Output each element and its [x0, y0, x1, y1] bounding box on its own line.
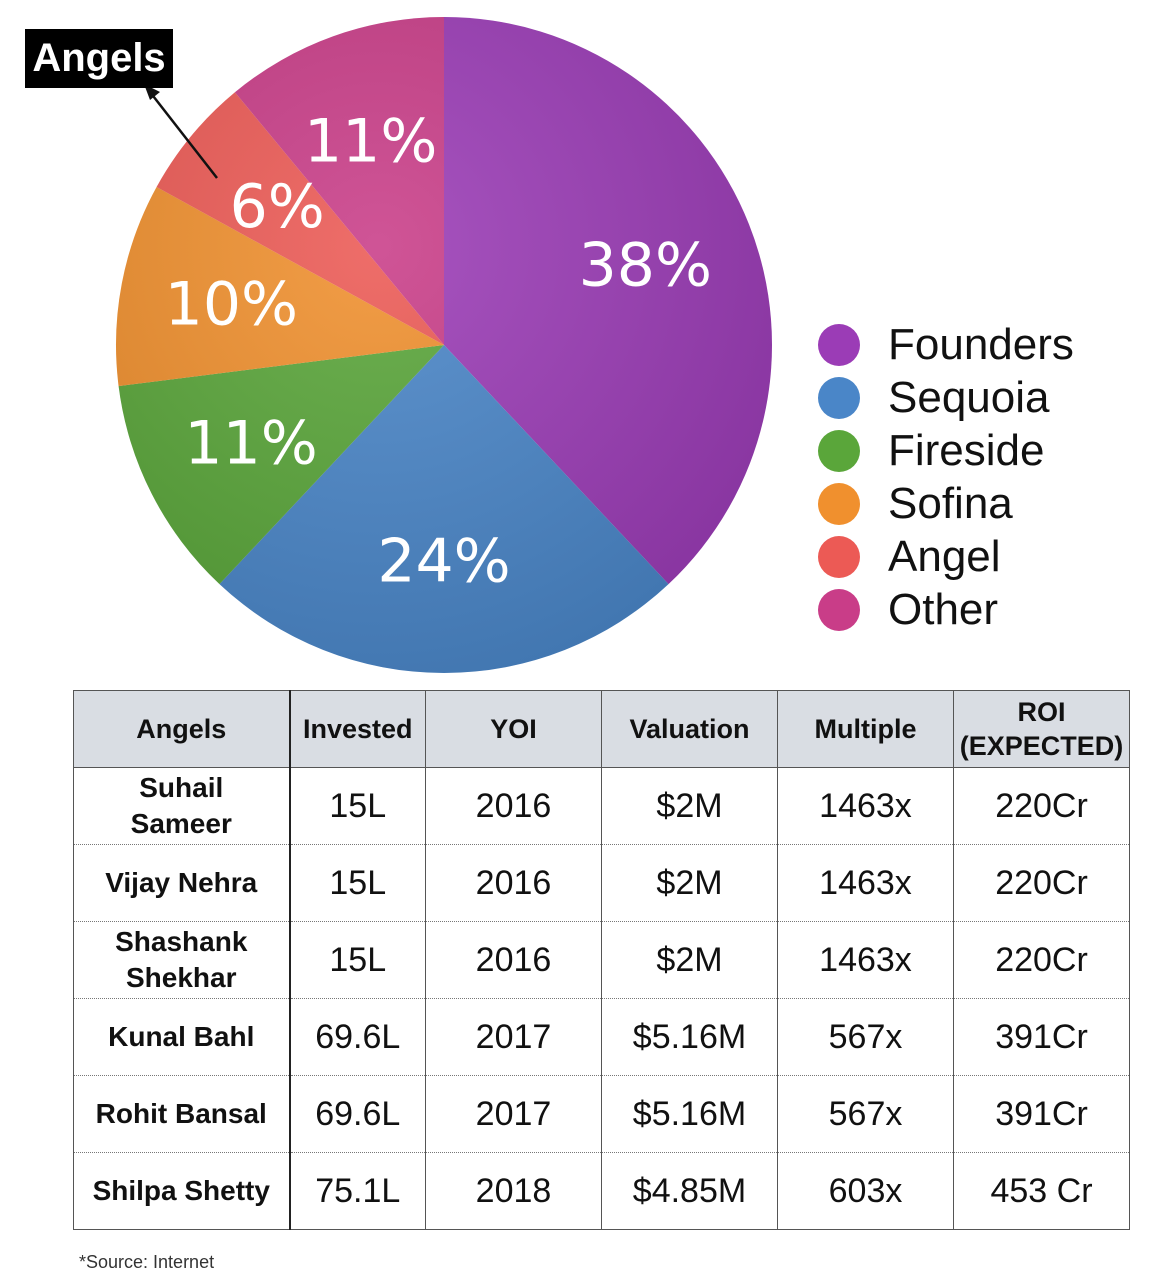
- legend-item-fireside: Fireside: [818, 424, 1074, 477]
- legend-label: Other: [888, 584, 999, 634]
- table-row: Vijay Nehra 15L 2016 $2M 1463x 220Cr: [73, 844, 1130, 922]
- header-yoi: YOI: [425, 690, 602, 768]
- cell-invested: 15L: [289, 767, 426, 845]
- header-roi: ROI (EXPECTED): [953, 690, 1130, 768]
- cell-invested: 69.6L: [289, 1075, 426, 1153]
- legend-swatch: [818, 429, 860, 472]
- cell-yoi: 2017: [425, 998, 602, 1076]
- angel-name-line2: Shekhar: [126, 962, 237, 993]
- table-row: Rohit Bansal 69.6L 2017 $5.16M 567x 391Cr: [73, 1075, 1130, 1153]
- cell-roi: 220Cr: [953, 767, 1130, 845]
- cell-yoi: 2016: [425, 844, 602, 922]
- table-row: Kunal Bahl 69.6L 2017 $5.16M 567x 391Cr: [73, 998, 1130, 1076]
- angel-name-line1: Suhail: [139, 772, 224, 803]
- slice-label-other: 11%: [304, 106, 437, 176]
- cell-invested: 15L: [289, 844, 426, 922]
- cell-angel-name: Vijay Nehra: [73, 844, 291, 922]
- cell-yoi: 2018: [425, 1152, 602, 1230]
- cell-angel-name: Shilpa Shetty: [73, 1152, 291, 1230]
- cell-valuation: $4.85M: [601, 1152, 778, 1230]
- table-row: Shilpa Shetty 75.1L 2018 $4.85M 603x 453 Cr: [73, 1152, 1130, 1230]
- cell-roi: 391Cr: [953, 998, 1130, 1076]
- legend-item-angel: Angel: [818, 530, 1074, 583]
- slice-label-founders: 38%: [579, 230, 712, 300]
- cell-multiple: 1463x: [777, 921, 954, 999]
- cell-valuation: $2M: [601, 844, 778, 922]
- table-header-row: Angels Invested YOI Valuation Multiple R…: [73, 690, 1130, 768]
- table-row: Suhail Sameer 15L 2016 $2M 1463x 220Cr: [73, 767, 1130, 845]
- legend-label: Fireside: [888, 425, 1045, 475]
- legend-item-sofina: Sofina: [818, 477, 1074, 530]
- cell-valuation: $2M: [601, 921, 778, 999]
- cell-yoi: 2016: [425, 921, 602, 999]
- table-row: Shashank Shekhar 15L 2016 $2M 1463x 220Cr: [73, 921, 1130, 999]
- cell-yoi: 2016: [425, 767, 602, 845]
- header-angels: Angels: [73, 690, 291, 768]
- cell-multiple: 1463x: [777, 767, 954, 845]
- slice-label-angel: 6%: [230, 172, 325, 242]
- cell-invested: 15L: [289, 921, 426, 999]
- cell-yoi: 2017: [425, 1075, 602, 1153]
- header-roi-line2: (EXPECTED): [959, 731, 1124, 761]
- angel-name-line1: Shilpa Shetty: [92, 1175, 270, 1206]
- cell-valuation: $2M: [601, 767, 778, 845]
- slice-label-sequoia: 24%: [377, 526, 510, 596]
- cell-invested: 75.1L: [289, 1152, 426, 1230]
- cell-multiple: 603x: [777, 1152, 954, 1230]
- legend-label: Angel: [888, 531, 1001, 581]
- legend-swatch: [818, 323, 860, 366]
- legend-swatch: [818, 482, 860, 525]
- legend-item-founders: Founders: [818, 318, 1074, 371]
- slice-label-sofina: 10%: [165, 269, 298, 339]
- annotation-arrowhead: [144, 84, 160, 100]
- cell-valuation: $5.16M: [601, 1075, 778, 1153]
- legend-label: Sequoia: [888, 372, 1050, 422]
- legend-swatch: [818, 535, 860, 578]
- header-valuation: Valuation: [601, 690, 778, 768]
- angels-table: Angels Invested YOI Valuation Multiple R…: [73, 690, 1130, 1230]
- legend-item-sequoia: Sequoia: [818, 371, 1074, 424]
- angels-callout: Angels: [25, 29, 173, 88]
- source-note: *Source: Internet: [79, 1252, 215, 1272]
- cell-angel-name: Rohit Bansal: [73, 1075, 291, 1153]
- legend-label: Founders: [888, 319, 1074, 369]
- cell-multiple: 567x: [777, 1075, 954, 1153]
- angel-name-line1: Vijay Nehra: [105, 867, 258, 898]
- legend-swatch: [818, 376, 860, 419]
- legend-item-other: Other: [818, 583, 1074, 636]
- header-roi-line1: ROI: [1017, 697, 1066, 727]
- angel-name-line1: Rohit Bansal: [95, 1098, 267, 1129]
- annotation-arrow: [149, 91, 218, 179]
- legend-swatch: [818, 588, 860, 631]
- cell-angel-name: Shashank Shekhar: [73, 921, 291, 999]
- cell-multiple: 567x: [777, 998, 954, 1076]
- angel-name-line1: Shashank: [115, 926, 248, 957]
- header-multiple: Multiple: [777, 690, 954, 768]
- angel-name-line1: Kunal Bahl: [108, 1021, 255, 1052]
- cell-roi: 220Cr: [953, 844, 1130, 922]
- cell-roi: 220Cr: [953, 921, 1130, 999]
- legend-label: Sofina: [888, 478, 1013, 528]
- cell-valuation: $5.16M: [601, 998, 778, 1076]
- cell-roi: 391Cr: [953, 1075, 1130, 1153]
- cell-roi: 453 Cr: [953, 1152, 1130, 1230]
- cell-angel-name: Kunal Bahl: [73, 998, 291, 1076]
- cell-angel-name: Suhail Sameer: [73, 767, 291, 845]
- cell-multiple: 1463x: [777, 844, 954, 922]
- cell-invested: 69.6L: [289, 998, 426, 1076]
- header-invested: Invested: [289, 690, 426, 768]
- angel-name-line2: Sameer: [130, 808, 232, 839]
- slice-label-fireside: 11%: [184, 408, 317, 478]
- legend: Founders Sequoia Fireside Sofina Angel Other: [818, 318, 1074, 636]
